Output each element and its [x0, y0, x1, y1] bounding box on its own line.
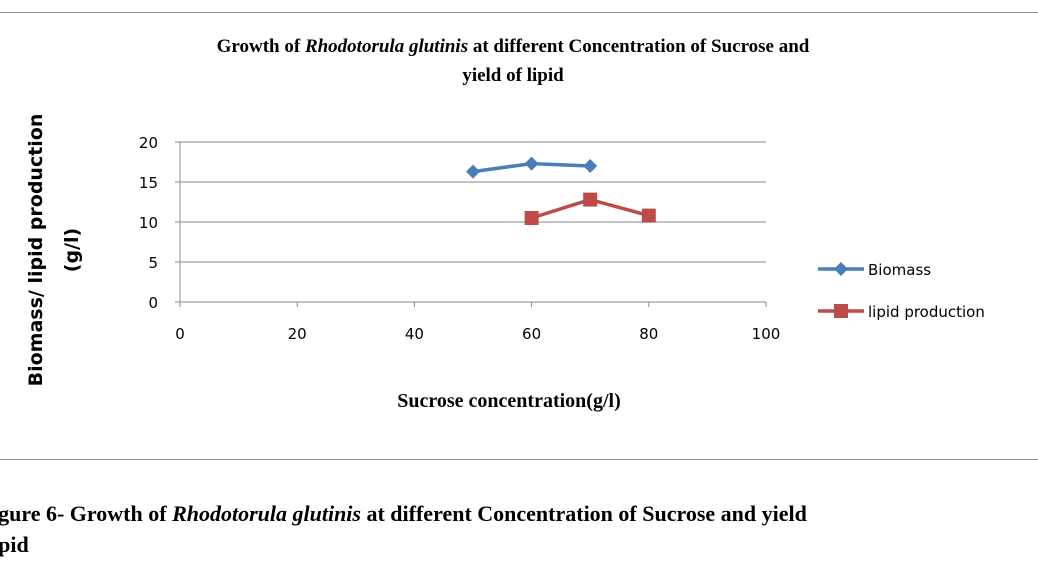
caption-suffix: at different Concentration of Sucrose an…: [360, 501, 807, 526]
legend-label-biomass: Biomass: [868, 261, 931, 279]
data-point-biomass-70: [583, 159, 598, 173]
series-layer: [466, 156, 656, 225]
data-point-biomass-60: [524, 156, 539, 171]
gridlines: [180, 141, 766, 263]
top-rule: [0, 12, 1038, 13]
axes: [175, 141, 767, 307]
data-point-biomass-50: [466, 164, 480, 179]
x-tick-label-40: 40: [405, 325, 424, 343]
chart-title-line1: Growth of Rhodotorula glutinis at differ…: [217, 36, 810, 57]
chart-title-part3: at different Concentration of Sucrose an…: [468, 36, 810, 57]
caption-line2: ipid: [0, 532, 29, 557]
legend-marker-biomass: [834, 262, 848, 276]
bottom-rule: [0, 459, 1038, 460]
y-tick-label-20: 20: [139, 134, 158, 152]
data-point-lipid-production-80: [641, 208, 656, 223]
y-tick-label-15: 15: [139, 174, 158, 192]
legend: Biomass lipid production: [818, 261, 985, 321]
chart-title-part1: Growth of: [217, 36, 305, 57]
x-tick-label-60: 60: [522, 325, 541, 343]
data-point-lipid-production-70: [583, 192, 598, 207]
y-tick-label-0: 0: [148, 294, 158, 312]
y-axis-label-line2: (g/l): [61, 228, 83, 272]
y-tick-label-5: 5: [148, 254, 158, 272]
data-point-lipid-production-60: [524, 211, 539, 225]
caption-line1: igure 6- Growth of Rhodotorula glutinis …: [0, 498, 1038, 529]
caption-species: Rhodotorula glutinis: [172, 501, 361, 526]
x-tick-label-20: 20: [288, 325, 307, 343]
y-tick-labels: 0 5 10 15 20: [139, 134, 158, 312]
x-axis-label: Sucrose concentration(g/l): [397, 390, 621, 412]
x-tick-label-0: 0: [175, 325, 185, 343]
y-axis-label-line1: Biomass/ lipid production: [25, 114, 47, 387]
x-tick-label-80: 80: [639, 325, 658, 343]
caption-prefix: igure 6- Growth of: [0, 501, 173, 526]
chart: Growth of Rhodotorula glutinis at differ…: [25, 36, 985, 412]
legend-label-lipid-production: lipid production: [868, 303, 985, 321]
chart-title-species: Rhodotorula glutinis: [304, 36, 468, 57]
figure-caption: igure 6- Growth of Rhodotorula glutinis …: [0, 498, 1038, 560]
chart-title-line2: yield of lipid: [462, 65, 564, 86]
legend-marker-lipid-production: [834, 304, 848, 318]
x-tick-labels: 0 20 40 60 80 100: [175, 325, 780, 343]
y-tick-label-10: 10: [139, 214, 158, 232]
x-tick-label-100: 100: [752, 325, 781, 343]
